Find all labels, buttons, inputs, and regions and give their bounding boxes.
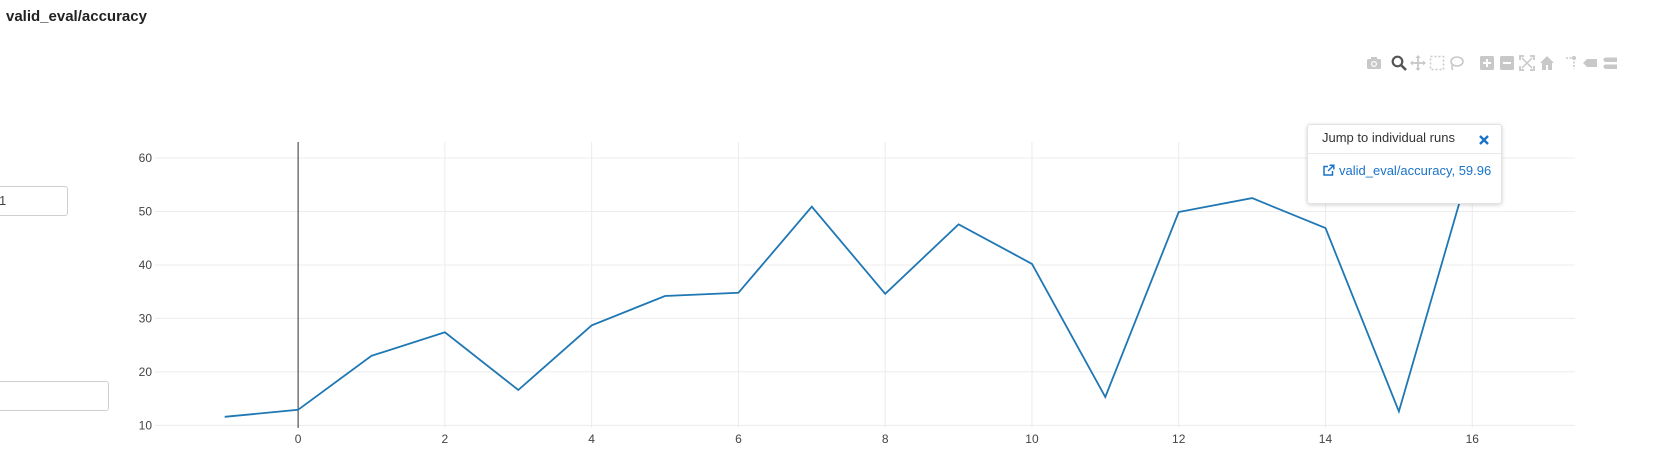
smoothing-input[interactable]: 1	[0, 186, 68, 216]
run-link[interactable]: valid_eval/accuracy, 59.96	[1322, 163, 1491, 178]
popup-header: Jump to individual runs	[1322, 130, 1455, 145]
zoom-icon[interactable]	[1391, 55, 1407, 71]
autoscale-icon[interactable]	[1519, 55, 1535, 71]
x-tick-label: 0	[295, 432, 302, 446]
x-tick-label: 8	[882, 432, 889, 446]
x-tick-label: 2	[442, 432, 449, 446]
close-icon[interactable]	[1477, 133, 1491, 147]
y-tick-label: 50	[139, 204, 153, 218]
camera-icon[interactable]	[1366, 55, 1382, 71]
y-tick-label: 10	[139, 418, 153, 432]
popup-divider	[1308, 153, 1501, 154]
chart-toolbar	[1366, 55, 1658, 73]
x-tick-label: 10	[1025, 432, 1039, 446]
page-title: valid_eval/accuracy	[6, 8, 147, 25]
hover-closest-icon[interactable]	[1582, 55, 1598, 71]
jump-to-runs-popup: Jump to individual runs valid_eval/accur…	[1307, 124, 1502, 204]
spike-lines-icon[interactable]	[1564, 55, 1580, 71]
x-tick-label: 14	[1319, 432, 1333, 446]
y-tick-label: 60	[139, 151, 153, 165]
reset-axes-icon[interactable]	[1539, 55, 1555, 71]
pan-icon[interactable]	[1410, 55, 1426, 71]
box-select-icon[interactable]	[1429, 55, 1445, 71]
x-tick-label: 16	[1466, 432, 1480, 446]
x-tick-label: 6	[735, 432, 742, 446]
hover-compare-icon[interactable]	[1602, 55, 1618, 71]
lasso-select-icon[interactable]	[1448, 55, 1464, 71]
external-link-icon	[1322, 164, 1335, 177]
run-link-label: valid_eval/accuracy, 59.96	[1339, 163, 1492, 178]
y-tick-label: 20	[139, 365, 153, 379]
y-tick-label: 40	[139, 258, 153, 272]
x-tick-label: 12	[1172, 432, 1186, 446]
zoom-in-icon[interactable]	[1479, 55, 1495, 71]
secondary-input[interactable]	[0, 381, 109, 411]
zoom-out-icon[interactable]	[1499, 55, 1515, 71]
series-line	[224, 158, 1474, 418]
x-tick-label: 4	[588, 432, 595, 446]
y-tick-label: 30	[139, 311, 153, 325]
